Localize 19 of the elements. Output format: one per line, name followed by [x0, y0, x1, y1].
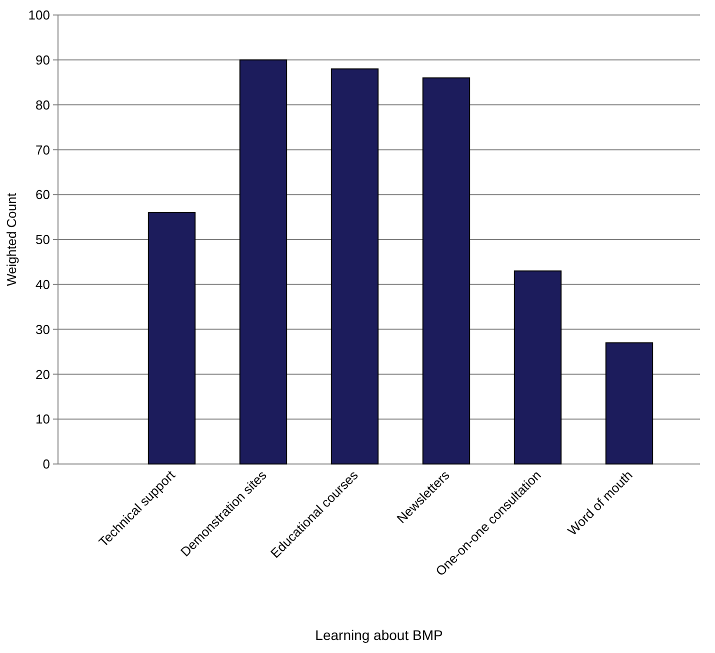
bar [148, 212, 196, 464]
bar [239, 59, 288, 464]
y-tick-label: 30 [36, 322, 50, 337]
bar [422, 77, 470, 464]
bar [330, 68, 379, 464]
y-axis-title: Weighted Count [4, 192, 19, 286]
y-tick-label: 10 [36, 412, 50, 427]
bar [605, 342, 654, 464]
y-tick-label: 60 [36, 187, 50, 202]
y-tick-label: 0 [42, 456, 50, 472]
y-tick-label: 50 [36, 232, 50, 248]
y-tick-label: 100 [28, 8, 50, 23]
y-tick-label: 90 [36, 52, 50, 68]
x-axis-title: Learning about BMP [315, 627, 443, 643]
y-tick-label: 20 [36, 366, 50, 382]
y-tick-label: 70 [36, 142, 50, 158]
y-tick-label: 40 [36, 276, 50, 292]
bar [514, 270, 562, 464]
y-tick-label: 80 [36, 97, 50, 112]
